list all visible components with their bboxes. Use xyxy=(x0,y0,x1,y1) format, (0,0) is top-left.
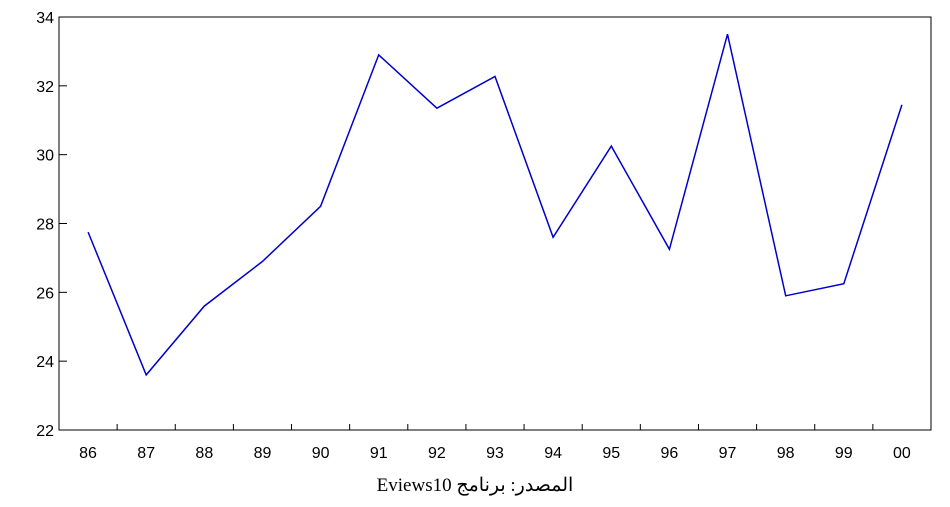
x-tick-label: 99 xyxy=(835,445,853,462)
x-tick-label: 00 xyxy=(893,445,911,462)
x-tick-label: 86 xyxy=(79,445,97,462)
x-tick-label: 95 xyxy=(602,445,620,462)
x-tick-label: 90 xyxy=(312,445,330,462)
source-note: المصدر: برنامج Eviews10 xyxy=(376,475,574,496)
x-tick-label: 94 xyxy=(544,445,562,462)
y-tick-label: 22 xyxy=(36,423,54,440)
x-tick-label: 92 xyxy=(428,445,446,462)
x-tick-label: 88 xyxy=(195,445,213,462)
line-chart: 22 24 26 28 30 32 34 86 87 88 89 90 91 92 93 94 95 96 97 9… xyxy=(36,10,932,462)
x-tick-label: 97 xyxy=(719,445,737,462)
x-tick-label: 93 xyxy=(486,445,504,462)
y-axis: 22 24 26 28 30 32 34 xyxy=(36,10,67,440)
y-tick-label: 28 xyxy=(36,217,54,234)
x-tick-label: 87 xyxy=(137,445,155,462)
x-axis: 86 87 88 89 90 91 92 93 94 95 96 97 98 99 00 xyxy=(79,424,911,462)
y-tick-label: 30 xyxy=(36,148,54,165)
x-tick-label: 91 xyxy=(370,445,388,462)
series-line xyxy=(87,34,903,377)
y-tick-label: 32 xyxy=(36,79,54,96)
y-tick-label: 24 xyxy=(36,354,54,371)
x-tick-label: 98 xyxy=(777,445,795,462)
plot-frame xyxy=(58,16,932,431)
y-tick-label: 34 xyxy=(36,10,54,27)
x-tick-label: 89 xyxy=(254,445,272,462)
y-tick-label: 26 xyxy=(36,285,54,302)
x-tick-label: 96 xyxy=(661,445,679,462)
